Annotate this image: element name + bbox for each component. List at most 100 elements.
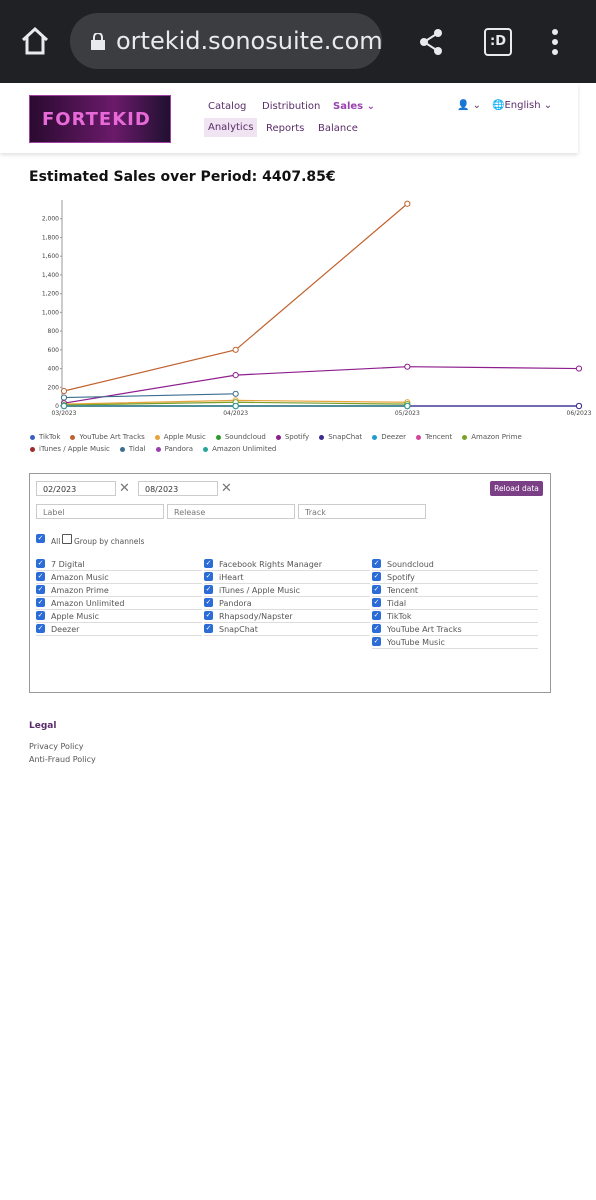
checkbox[interactable]: ✓ xyxy=(204,572,213,581)
date-from[interactable]: 02/2023 xyxy=(36,481,116,496)
data-point xyxy=(575,402,583,410)
y-tick-label: 1,200 xyxy=(42,291,59,298)
checkbox[interactable]: ✓ xyxy=(36,624,45,633)
data-point xyxy=(60,394,68,401)
legend-swatch xyxy=(119,446,125,452)
legend-item[interactable]: Deezer xyxy=(372,433,406,441)
nav-link[interactable]: Balance xyxy=(318,123,358,134)
checkbox[interactable]: ✓ xyxy=(36,559,45,568)
legend-swatch xyxy=(155,446,161,452)
checkbox[interactable]: ✓ xyxy=(204,624,213,633)
legend-label: Amazon Prime xyxy=(471,433,522,441)
y-tick-label: 200 xyxy=(48,384,60,391)
checkbox[interactable]: ✓ xyxy=(204,611,213,620)
language: English xyxy=(504,100,541,111)
legend-item[interactable]: Amazon Prime xyxy=(462,433,522,441)
legend-item[interactable]: SnapChat xyxy=(319,433,362,441)
menu-icon[interactable] xyxy=(550,28,560,56)
channel-label: SnapChat xyxy=(204,623,370,636)
y-tick-label: 400 xyxy=(48,366,60,373)
clear-button[interactable]: ✕ xyxy=(119,481,130,496)
checkbox[interactable]: ✓ xyxy=(36,598,45,607)
legend-swatch xyxy=(203,446,209,452)
checkbox[interactable]: ✓ xyxy=(36,611,45,620)
data-point xyxy=(575,365,583,372)
nav-link[interactable]: Reports xyxy=(266,123,305,134)
legend-item[interactable]: YouTube Art Tracks xyxy=(70,433,145,441)
reload-button[interactable]: Reload data xyxy=(490,481,543,496)
checkbox[interactable]: ✓ xyxy=(36,572,45,581)
nav-link[interactable]: Catalog xyxy=(208,101,247,112)
clear-button[interactable]: ✕ xyxy=(221,481,232,496)
text-input[interactable]: Label xyxy=(36,504,164,519)
tabs-button[interactable]: :D xyxy=(484,28,512,56)
legend-label: Apple Music xyxy=(163,433,206,441)
checkbox[interactable]: ✓ xyxy=(204,585,213,594)
url-text: ortekid.sonosuite.com xyxy=(116,27,382,55)
legend-label: TikTok xyxy=(39,433,61,441)
legend-label: Deezer xyxy=(381,433,407,441)
data-point xyxy=(232,346,239,353)
checkbox[interactable]: ✓ xyxy=(372,611,381,620)
home-icon[interactable] xyxy=(20,26,50,56)
legend-swatch xyxy=(416,434,422,440)
filter-panel: 02/2023 08/2023 ✕ ✕ Reload data Label Release T… xyxy=(29,473,551,693)
series-line xyxy=(63,393,236,399)
legend-swatch xyxy=(30,434,35,440)
checkbox[interactable]: ✓ xyxy=(372,598,381,607)
checkbox[interactable]: ✓ xyxy=(372,559,381,568)
checkbox[interactable]: ✓ xyxy=(36,585,45,594)
text-input[interactable]: Track xyxy=(298,504,426,519)
y-tick-label: 0 xyxy=(55,403,59,410)
legend-item[interactable]: Pandora xyxy=(155,445,193,453)
legend: TikTok YouTube Art Tracks Apple Music Sound… xyxy=(30,433,550,453)
date-to[interactable]: 08/2023 xyxy=(138,481,218,496)
y-tick-label: 1,600 xyxy=(42,253,59,260)
share-icon[interactable] xyxy=(418,28,446,56)
nav-link[interactable]: Distribution xyxy=(262,101,321,112)
x-tick-label: 04/2023 xyxy=(223,410,248,417)
url-bar[interactable]: ortekid.sonosuite.com xyxy=(70,13,382,69)
checkbox[interactable]: ✓ xyxy=(372,585,381,594)
legend-swatch xyxy=(462,434,468,440)
channel-label: Soundcloud xyxy=(372,558,538,571)
checkbox[interactable]: ✓ xyxy=(36,534,45,543)
y-tick-label: 1,400 xyxy=(42,272,59,279)
checkbox[interactable]: ✓ xyxy=(204,598,213,607)
legal-link[interactable]: Privacy Policy xyxy=(29,742,84,751)
legal-link[interactable]: Anti-Fraud Policy xyxy=(29,755,96,764)
text-input[interactable]: Release xyxy=(167,504,295,519)
legend-swatch xyxy=(154,434,160,440)
legend-item[interactable]: Apple Music xyxy=(154,433,206,441)
checkbox[interactable]: ✓ xyxy=(372,624,381,633)
legend-item[interactable]: Tidal xyxy=(119,445,146,453)
checkbox[interactable]: ✓ xyxy=(372,572,381,581)
y-tick-label: 1,800 xyxy=(42,234,59,241)
channel-label: Apple Music xyxy=(36,610,202,623)
language-menu[interactable]: 🌐English ⌄ xyxy=(492,100,553,111)
checkbox[interactable]: ✓ xyxy=(372,637,381,646)
checkbox[interactable] xyxy=(62,534,72,544)
legend-label: Tidal xyxy=(128,445,146,453)
legend-item[interactable]: Tencent xyxy=(416,433,452,441)
nav-link[interactable]: Analytics xyxy=(204,118,258,137)
y-tick-label: 1,000 xyxy=(42,309,59,316)
y-tick-label: 600 xyxy=(48,347,60,354)
legend-item[interactable]: Amazon Unlimited xyxy=(203,445,276,453)
legend-label: Amazon Unlimited xyxy=(212,445,277,453)
user-menu[interactable]: 👤 ⌄ xyxy=(457,100,482,111)
nav-link[interactable]: Sales ⌄ xyxy=(333,101,375,112)
legend-item[interactable]: Spotify xyxy=(275,433,309,441)
chart: 0 200 400 600 800 1,000 1,200 1,400 1,600 1,800 2,… xyxy=(42,200,592,417)
legend-swatch xyxy=(319,434,325,440)
legend-item[interactable]: Soundcloud xyxy=(215,433,266,441)
checkbox[interactable]: ✓ xyxy=(204,559,213,568)
legend-swatch xyxy=(70,434,76,440)
legend-item[interactable]: iTunes / Apple Music xyxy=(30,445,110,453)
chart-title: Estimated Sales over Period: 4407.85€ xyxy=(29,169,336,185)
channel-label: Amazon Prime xyxy=(36,584,202,597)
legend-swatch xyxy=(275,434,281,440)
logo[interactable]: FORTEKID xyxy=(29,95,171,143)
channel-label: Amazon Unlimited xyxy=(36,597,202,610)
legend-item[interactable]: TikTok xyxy=(30,433,60,441)
